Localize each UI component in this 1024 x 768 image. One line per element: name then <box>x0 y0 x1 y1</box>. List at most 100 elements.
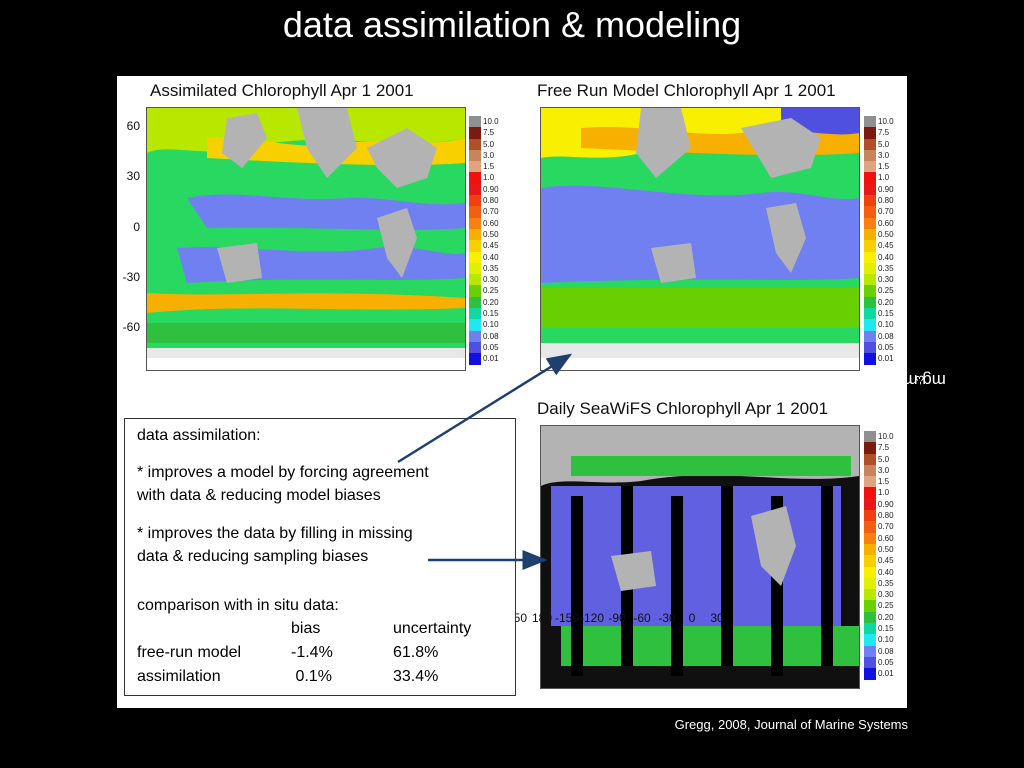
colorbar-label: 0.25 <box>878 286 894 296</box>
colorbar-segment <box>864 206 876 218</box>
colorbar-label: 0.08 <box>878 331 894 341</box>
colorbar-label: 0.80 <box>878 511 894 521</box>
colorbar-label: 0.45 <box>878 241 894 251</box>
colorbar-label: 0.70 <box>483 207 499 217</box>
colorbar-segment <box>864 532 876 544</box>
colorbar-label: 0.60 <box>878 218 894 228</box>
colorbar-segment <box>864 442 876 454</box>
colorbar-label: 0.05 <box>878 342 894 352</box>
colorbar-segment <box>469 217 481 229</box>
colorbar-label: 0.30 <box>878 275 894 285</box>
colorbar-segment <box>864 543 876 556</box>
colorbar-segment <box>469 285 481 297</box>
row-bias: 0.1% <box>291 668 332 685</box>
colorbar-segment <box>469 206 481 218</box>
row-label: assimilation <box>137 668 221 685</box>
colorbar-segment <box>864 611 876 624</box>
colorbar-segment <box>469 116 481 128</box>
colorbar-segment <box>864 228 876 241</box>
arrow-to-freerun <box>397 353 573 464</box>
colorbar-label: 0.40 <box>878 252 894 262</box>
colorbar-label: 0.90 <box>878 184 894 194</box>
freerun-colorbar <box>864 116 876 365</box>
colorbar-segment <box>864 330 876 342</box>
colorbar-label: 0.08 <box>483 331 499 341</box>
colorbar-label: 0.45 <box>483 241 499 251</box>
colorbar-segment <box>864 464 876 477</box>
assimilated-chlorophyll-map <box>146 107 466 371</box>
colorbar-label: 0.50 <box>878 229 894 239</box>
colorbar-label: 0.15 <box>878 309 894 319</box>
colorbar-label: 7.5 <box>483 128 495 138</box>
assimilated-colorbar-labels: 10.0 7.5 5.0 3.0 1.5 1.0 0.90 0.80 0.70 0.60 0.50 0… <box>483 116 499 365</box>
colorbar-label: 1.0 <box>878 173 890 183</box>
colorbar-segment <box>864 498 876 511</box>
seawifs-panel-title: Daily SeaWiFS Chlorophyll Apr 1 2001 <box>537 399 829 418</box>
colorbar-label: 0.25 <box>878 601 894 611</box>
row-uncertainty: 33.4% <box>393 668 439 685</box>
colorbar-label: 10.0 <box>483 117 499 126</box>
colorbar-label: 10.0 <box>878 117 894 126</box>
colorbar-label: 0.40 <box>483 252 499 262</box>
assimilation-textbox: data assimilation: * improves a model by… <box>124 418 516 696</box>
units-label: mg m -3 <box>904 340 947 420</box>
colorbar-label: 0.45 <box>878 556 894 566</box>
colorbar-segment <box>864 510 876 522</box>
colorbar-label: 0.20 <box>878 612 894 622</box>
freerun-colorbar-labels: 10.0 7.5 5.0 3.0 1.5 1.0 0.90 0.80 0.70 0.60 0.50 0… <box>878 116 894 365</box>
colorbar-segment <box>469 127 481 139</box>
colorbar-label: 0.08 <box>878 646 894 656</box>
colorbar-segment <box>469 240 481 252</box>
colorbar-segment <box>469 172 481 184</box>
colorbar-label: 0.50 <box>483 229 499 239</box>
colorbar-label: 0.90 <box>483 184 499 194</box>
colorbar-segment <box>864 668 876 680</box>
colorbar-segment <box>864 127 876 139</box>
colorbar-segment <box>864 274 876 286</box>
colorbar-label: 0.20 <box>483 297 499 307</box>
colorbar-segment <box>864 476 876 488</box>
colorbar-segment <box>469 274 481 286</box>
colorbar-label: 3.0 <box>878 465 890 475</box>
colorbar-segment <box>864 308 876 320</box>
colorbar-segment <box>469 296 481 309</box>
colorbar-segment <box>469 161 481 173</box>
colorbar-label: 0.15 <box>483 309 499 319</box>
seawifs-chlorophyll-map <box>540 425 860 689</box>
colorbar-segment <box>469 353 481 365</box>
colorbar-segment <box>864 195 876 207</box>
colorbar-label: 0.70 <box>878 522 894 532</box>
col-header-bias: bias <box>291 620 321 637</box>
colorbar-segment <box>864 431 876 443</box>
lat-tick: -60 <box>122 320 140 334</box>
lon-tick: -60 <box>633 611 651 625</box>
colorbar-segment <box>864 285 876 297</box>
lat-tick: -30 <box>122 270 140 284</box>
lon-tick: 30 <box>710 611 724 625</box>
colorbar-segment <box>864 341 876 354</box>
colorbar-label: 0.70 <box>878 207 894 217</box>
colorbar-segment <box>864 589 876 601</box>
colorbar-segment <box>864 600 876 612</box>
colorbar-segment <box>469 195 481 207</box>
colorbar-label: 0.25 <box>483 286 499 296</box>
colorbar-label: 0.05 <box>878 657 894 667</box>
colorbar-label: 0.10 <box>878 320 894 330</box>
colorbar-segment <box>864 453 876 465</box>
textbox-heading: data assimilation: <box>137 427 261 444</box>
colorbar-label: 0.15 <box>878 624 894 634</box>
colorbar-label: 0.60 <box>483 218 499 228</box>
colorbar-label: 0.01 <box>483 354 499 364</box>
colorbar-segment <box>864 656 876 669</box>
colorbar-segment <box>864 623 876 635</box>
colorbar-segment <box>469 183 481 196</box>
slide-title: data assimilation & modeling <box>282 4 742 45</box>
colorbar-segment <box>864 138 876 150</box>
colorbar-label: 0.35 <box>483 263 499 273</box>
colorbar-label: 0.05 <box>483 342 499 352</box>
colorbar-segment <box>864 353 876 365</box>
colorbar-segment <box>864 319 876 331</box>
lon-tick: 180 <box>531 611 553 625</box>
colorbar-label: 7.5 <box>878 443 890 453</box>
colorbar-segment <box>469 341 481 354</box>
